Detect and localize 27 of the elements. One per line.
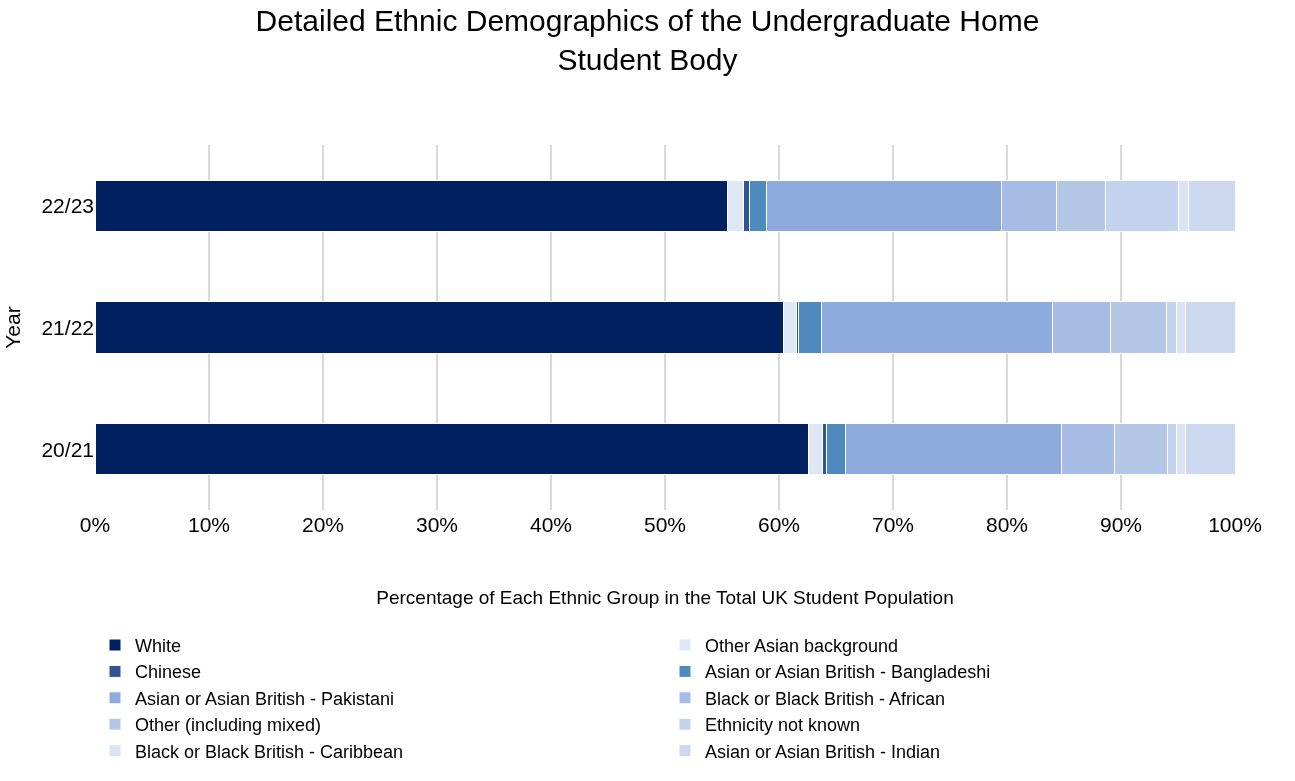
x-tick-label: 50% <box>643 513 687 536</box>
legend-label: Chinese <box>135 662 202 683</box>
x-tick-label: 0% <box>79 513 111 536</box>
x-tick-label: 60% <box>757 513 801 536</box>
chart-title: Detailed Ethnic Demographics of the Undergraduate Home Student Body <box>255 4 1040 77</box>
legend-label: Other Asian background <box>705 636 899 657</box>
legend-label: Asian or Asian British - Indian <box>705 741 941 762</box>
x-axis-title: Percentage of Each Ethnic Group in the Total UK Student Population <box>376 586 954 608</box>
x-tick-label: 70% <box>871 513 915 536</box>
y-axis-title: Year <box>0 306 24 349</box>
legend-label: Asian or Asian British - Pakistani <box>135 688 395 709</box>
x-tick-label: 20% <box>301 513 345 536</box>
y-tick-label: 20/21 <box>41 437 94 461</box>
x-tick-label: 10% <box>187 513 231 536</box>
x-tick-label: 40% <box>529 513 573 536</box>
x-tick-label: 30% <box>415 513 459 536</box>
x-tick-label: 80% <box>985 513 1029 536</box>
legend-label: Other (including mixed) <box>135 715 322 736</box>
x-tick-label: 90% <box>1099 513 1143 536</box>
legend-label: Ethnicity not known <box>705 715 861 736</box>
y-tick-label: 21/22 <box>41 315 94 339</box>
legend-label: White <box>135 636 182 657</box>
legend-label: Black or Black British - Caribbean <box>135 741 404 762</box>
legend-label: Black or Black British - African <box>705 688 946 709</box>
legend-label: Asian or Asian British - Bangladeshi <box>705 662 991 683</box>
x-tick-label: 100% <box>1208 513 1262 536</box>
y-tick-label: 22/23 <box>41 194 94 218</box>
